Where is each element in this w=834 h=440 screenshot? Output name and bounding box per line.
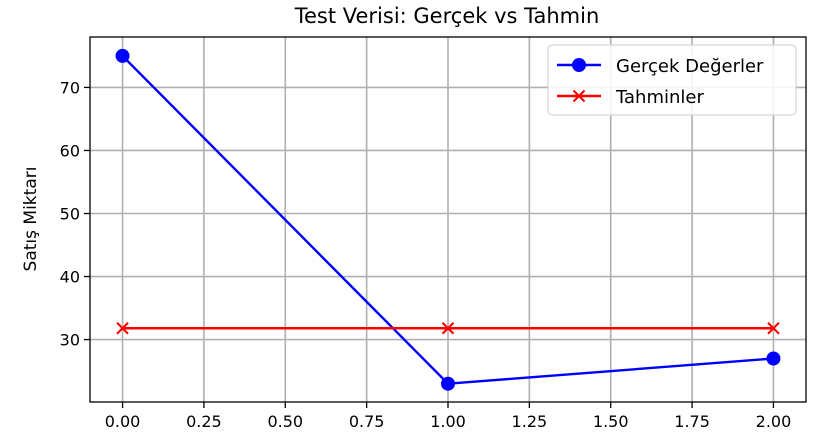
data-point-predicted xyxy=(441,322,455,335)
x-tick-label: 2.00 xyxy=(756,412,792,431)
legend-marker-predicted xyxy=(572,89,586,103)
y-tick-label: 60 xyxy=(60,141,80,160)
x-tick-label: 0.75 xyxy=(349,412,385,431)
x-tick-label: 0.25 xyxy=(186,412,222,431)
data-point-actual xyxy=(115,48,130,63)
chart-title: Test Verisi: Gerçek vs Tahmin xyxy=(294,4,600,28)
data-point-actual xyxy=(766,351,781,366)
y-tick-label: 30 xyxy=(60,331,80,350)
y-tick-label: 40 xyxy=(60,268,80,287)
y-axis: 30 40 50 60 70 xyxy=(60,78,90,350)
x-tick-label: 0.50 xyxy=(267,412,303,431)
y-tick-label: 70 xyxy=(60,78,80,97)
legend: Gerçek Değerler Tahminler xyxy=(547,44,797,116)
legend-label-predicted: Tahminler xyxy=(615,87,704,108)
x-tick-label: 1.50 xyxy=(593,412,629,431)
x-axis: 0.00 0.25 0.50 0.75 1.00 1.25 1.50 1.75 2.00 xyxy=(105,402,792,431)
data-point-predicted xyxy=(116,322,129,335)
series-layer xyxy=(115,48,781,391)
legend-marker-actual xyxy=(572,58,586,72)
x-tick-label: 1.75 xyxy=(674,412,710,431)
legend-box xyxy=(547,44,797,116)
y-axis-label: Satış Miktarı xyxy=(21,167,41,272)
x-tick-label: 1.25 xyxy=(512,412,548,431)
x-tick-label: 0.00 xyxy=(105,412,141,431)
data-point-actual xyxy=(441,376,455,391)
legend-label-actual: Gerçek Değerler xyxy=(616,56,764,77)
data-point-predicted xyxy=(767,322,780,335)
y-tick-label: 50 xyxy=(60,205,80,224)
x-tick-label: 1.00 xyxy=(430,412,466,431)
